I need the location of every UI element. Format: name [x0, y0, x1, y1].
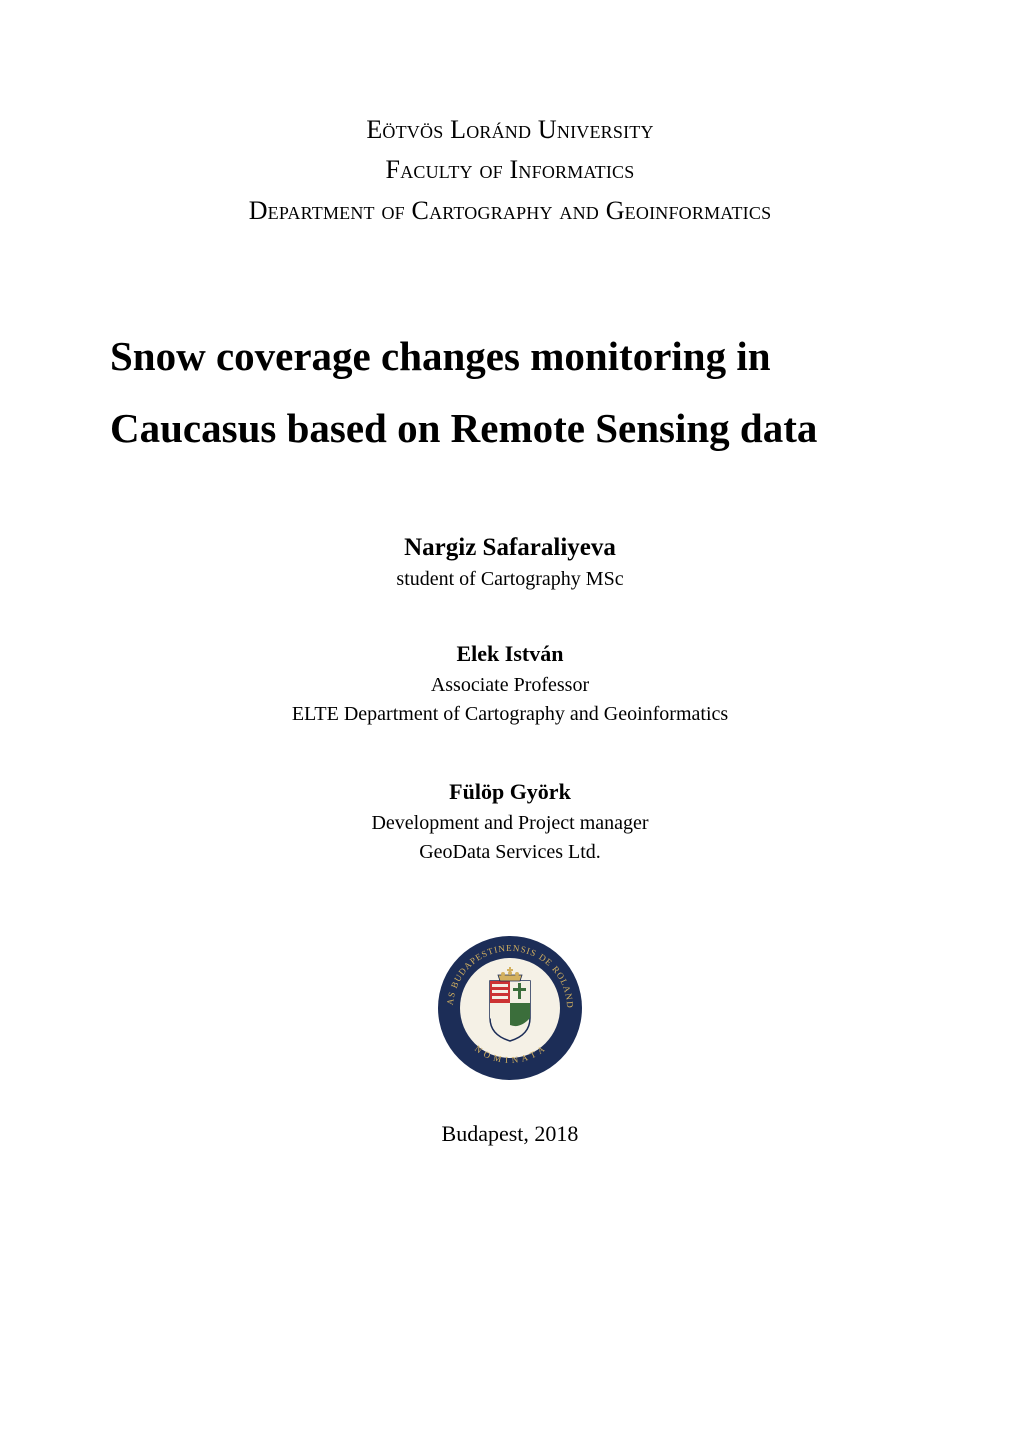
author-name: Nargiz Safaraliyeva [396, 534, 623, 562]
supervisor-1-block: Elek István Associate Professor ELTE Dep… [292, 641, 728, 729]
place-year: Budapest, 2018 [442, 1121, 579, 1147]
university-seal: UNIVERSITAS BUDAPESTINENSIS DE ROLANDO E… [435, 933, 585, 1083]
thesis-title: Snow coverage changes monitoring in Cauc… [110, 321, 910, 465]
institution-line-3: Department of Cartography and Geoinforma… [249, 191, 772, 231]
title-page: Eötvös Loránd University Faculty of Info… [0, 0, 1020, 1442]
institution-line-1: Eötvös Loránd University [249, 110, 772, 150]
institution-block: Eötvös Loránd University Faculty of Info… [249, 110, 772, 231]
seal-icon: UNIVERSITAS BUDAPESTINENSIS DE ROLANDO E… [435, 933, 585, 1083]
supervisor-1-name: Elek István [292, 641, 728, 667]
author-role: student of Cartography MSc [396, 568, 623, 591]
supervisor-1-role-1: Associate Professor [292, 671, 728, 700]
supervisor-2-role-2: GeoData Services Ltd. [371, 838, 648, 867]
footer-block: Budapest, 2018 [442, 1121, 579, 1147]
title-line-2: Caucasus based on Remote Sensing data [110, 393, 910, 465]
supervisor-2-role-1: Development and Project manager [371, 809, 648, 838]
supervisor-1-role-2: ELTE Department of Cartography and Geoin… [292, 700, 728, 729]
supervisor-2-name: Fülöp Györk [371, 779, 648, 805]
title-line-1: Snow coverage changes monitoring in [110, 321, 910, 393]
institution-line-2: Faculty of Informatics [249, 150, 772, 190]
author-block: Nargiz Safaraliyeva student of Cartograp… [396, 534, 623, 591]
supervisor-2-block: Fülöp Györk Development and Project mana… [371, 779, 648, 867]
